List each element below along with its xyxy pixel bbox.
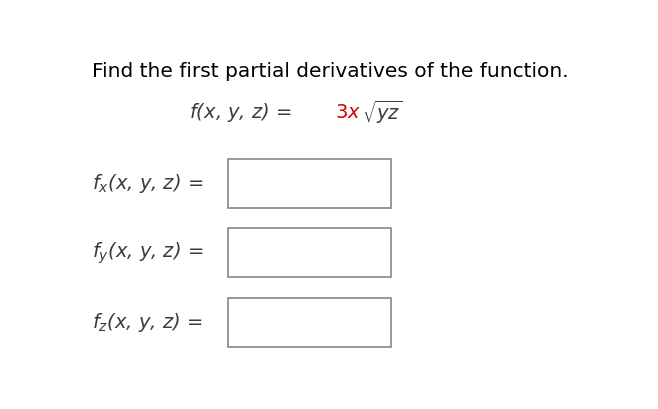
- Text: $\mathit{f_z}$(x, y, z) =: $\mathit{f_z}$(x, y, z) =: [92, 310, 205, 333]
- Text: Find the first partial derivatives of the function.: Find the first partial derivatives of th…: [92, 62, 569, 81]
- Text: $\mathit{\sqrt{yz}}$: $\mathit{\sqrt{yz}}$: [362, 99, 402, 126]
- FancyBboxPatch shape: [228, 298, 391, 347]
- FancyBboxPatch shape: [228, 229, 391, 277]
- Text: $\mathit{f_x}$(x, y, z) =: $\mathit{f_x}$(x, y, z) =: [92, 171, 206, 194]
- FancyBboxPatch shape: [228, 159, 391, 208]
- Text: $\mathit{3x}$: $\mathit{3x}$: [335, 103, 361, 121]
- Text: $\mathit{f}$(x, y, z) =: $\mathit{f}$(x, y, z) =: [190, 101, 294, 124]
- Text: $\mathit{f_y}$(x, y, z) =: $\mathit{f_y}$(x, y, z) =: [92, 240, 206, 265]
